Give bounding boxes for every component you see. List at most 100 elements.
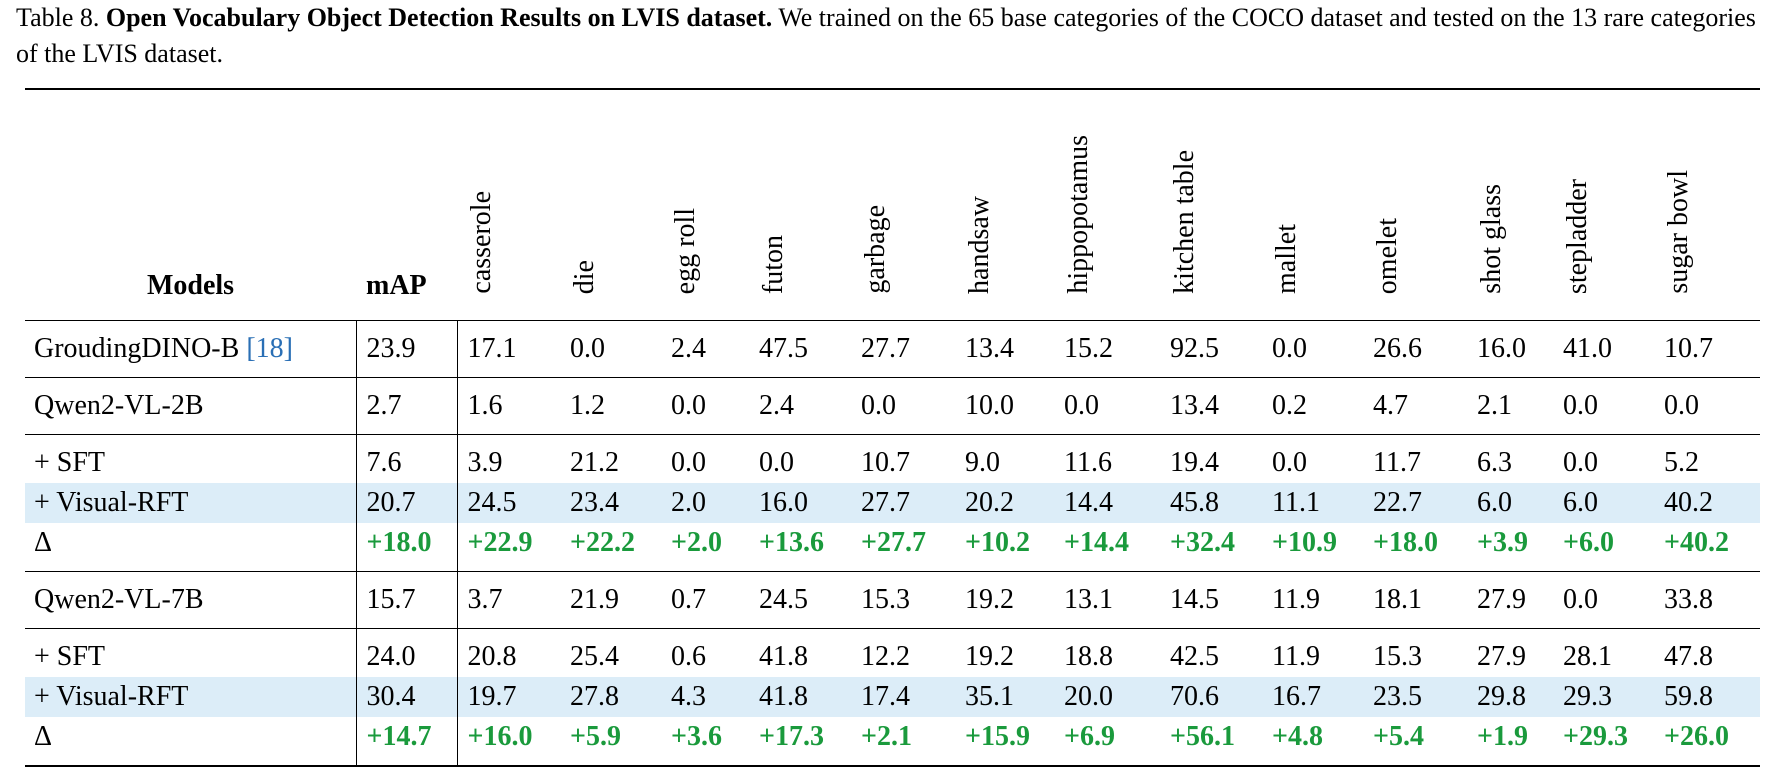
caption: Table 8. Open Vocabulary Object Detectio… xyxy=(16,0,1761,72)
value-cell: 0.0 xyxy=(1654,377,1760,435)
table-row: GroudingDINO-B [18] 23.9 17.1 0.0 2.4 47.5 27.… xyxy=(25,320,1760,378)
value-cell: +15.9 xyxy=(965,721,1030,752)
value-cell: +56.1 xyxy=(1170,721,1235,752)
value-cell: +10.2 xyxy=(965,527,1030,558)
table-row: Qwen2-VL-2B 2.7 1.6 1.2 0.0 2.4 0.0 10.0 0.0 13.4… xyxy=(25,377,1760,435)
value-cell: 19.7 xyxy=(456,677,560,717)
value-cell: 9.0 xyxy=(955,434,1054,483)
value-cell: 19.2 xyxy=(955,571,1054,629)
value-cell: 14.5 xyxy=(1160,571,1262,629)
model-name: Qwen2-VL-2B xyxy=(34,390,204,421)
value-cell: 18.8 xyxy=(1054,628,1160,677)
value-cell: 0.0 xyxy=(661,377,749,435)
value-cell: +1.9 xyxy=(1477,721,1528,752)
column-label: casserole xyxy=(466,191,497,294)
value-cell: 21.2 xyxy=(560,434,661,483)
table-row: Δ +18.0 +22.9 +22.2 +2.0 +13.6 +27.7 +10.2 +14.4… xyxy=(25,523,1760,572)
column-label: hippopotamus xyxy=(1063,135,1094,294)
value-cell: +13.6 xyxy=(759,527,824,558)
value-cell: 27.8 xyxy=(570,681,619,712)
value-cell: 0.0 xyxy=(1553,571,1654,629)
header-cell: egg roll xyxy=(661,89,749,321)
header-cell: mallet xyxy=(1262,89,1363,321)
column-label: garbage xyxy=(860,205,891,294)
value-cell: 19.2 xyxy=(955,628,1054,677)
value-cell: 15.2 xyxy=(1064,333,1113,364)
value-cell: 2.4 xyxy=(671,333,706,364)
results-table: Models mAP casserole die egg roll futon garbag… xyxy=(25,88,1760,767)
value-cell: +14.7 xyxy=(355,717,457,766)
value-cell: 2.0 xyxy=(671,487,706,518)
value-cell: 0.7 xyxy=(661,571,749,629)
value-cell: 0.2 xyxy=(1262,377,1363,435)
table-row: + Visual-RFT 30.4 19.7 27.8 4.3 41.8 17.4 35.1 2… xyxy=(25,677,1760,717)
value-cell: 7.6 xyxy=(355,434,457,483)
value-cell: 0.0 xyxy=(851,377,955,435)
header-cell: casserole xyxy=(457,89,560,321)
column-label: stepladder xyxy=(1562,178,1593,294)
column-label: egg roll xyxy=(670,207,701,294)
value-cell: 17.1 xyxy=(456,320,560,378)
value-cell: 0.6 xyxy=(661,628,749,677)
value-cell: +22.9 xyxy=(456,523,560,572)
value-cell: 5.2 xyxy=(1654,434,1760,483)
value-cell: 11.6 xyxy=(1054,434,1160,483)
value-cell: +16.0 xyxy=(456,717,560,766)
value-cell: 17.4 xyxy=(861,681,910,712)
value-cell: +5.4 xyxy=(1373,721,1424,752)
model-cell: + Visual-RFT xyxy=(25,677,356,717)
model-cell: Δ xyxy=(25,523,356,572)
table-row: + SFT 7.6 3.9 21.2 0.0 0.0 10.7 9.0 11.6 19.4 0.0 1… xyxy=(25,434,1760,483)
column-label: kitchen table xyxy=(1169,150,1200,294)
value-cell: +18.0 xyxy=(355,523,457,572)
value-cell: 2.7 xyxy=(355,377,457,435)
value-cell: +10.9 xyxy=(1272,527,1337,558)
value-cell: 29.8 xyxy=(1477,681,1526,712)
caption-title: Open Vocabulary Object Detection Results… xyxy=(105,3,773,32)
column-label: handsaw xyxy=(964,196,995,294)
value-cell: 92.5 xyxy=(1170,333,1219,364)
value-cell: 11.9 xyxy=(1262,628,1363,677)
value-cell: 33.8 xyxy=(1654,571,1760,629)
value-cell: 0.0 xyxy=(570,333,605,364)
value-cell: 24.5 xyxy=(749,571,851,629)
caption-label: Table 8. xyxy=(16,3,100,32)
column-label: die xyxy=(569,259,600,294)
value-cell: 0.0 xyxy=(749,434,851,483)
value-cell: 21.9 xyxy=(560,571,661,629)
model-name: + SFT xyxy=(34,447,106,478)
value-cell: 29.3 xyxy=(1563,681,1612,712)
header-cell: die xyxy=(560,89,661,321)
value-cell: 27.9 xyxy=(1467,628,1553,677)
header-cell: hippopotamus xyxy=(1054,89,1160,321)
model-name: Δ xyxy=(34,721,53,752)
value-cell: 10.7 xyxy=(1664,333,1713,364)
header-cell: shot glass xyxy=(1467,89,1553,321)
value-cell: 16.0 xyxy=(1477,333,1526,364)
value-cell: 14.4 xyxy=(1064,487,1113,518)
value-cell: +32.4 xyxy=(1170,527,1235,558)
header-cell: sugar bowl xyxy=(1654,89,1760,321)
value-cell: 12.2 xyxy=(851,628,955,677)
value-cell: 27.7 xyxy=(861,487,910,518)
model-name: + SFT xyxy=(34,641,106,672)
value-cell: +2.1 xyxy=(861,721,912,752)
value-cell: +17.3 xyxy=(759,721,824,752)
value-cell: 15.3 xyxy=(1363,628,1467,677)
value-cell: 20.7 xyxy=(355,483,457,523)
value-cell: 15.3 xyxy=(851,571,955,629)
value-cell: 13.1 xyxy=(1054,571,1160,629)
value-cell: 15.7 xyxy=(355,571,457,629)
value-cell: 3.9 xyxy=(456,434,560,483)
value-cell: 2.4 xyxy=(749,377,851,435)
value-cell: 23.4 xyxy=(570,487,619,518)
value-cell: 20.8 xyxy=(456,628,560,677)
value-cell: 0.0 xyxy=(1553,377,1654,435)
value-cell: +3.6 xyxy=(671,721,722,752)
header-cell: kitchen table xyxy=(1160,89,1262,321)
table-row: + SFT 24.0 20.8 25.4 0.6 41.8 12.2 19.2 18.8 42.5… xyxy=(25,628,1760,677)
value-cell: 6.3 xyxy=(1467,434,1553,483)
value-cell: +26.0 xyxy=(1664,721,1729,752)
